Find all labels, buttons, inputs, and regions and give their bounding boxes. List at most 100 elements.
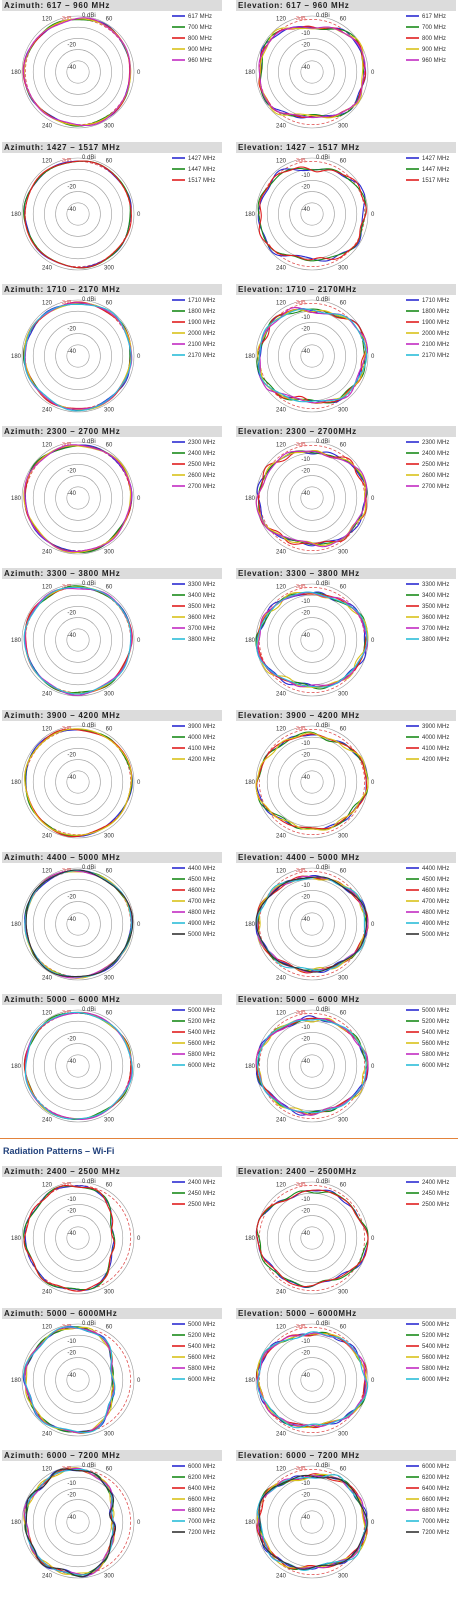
legend-label: 4900 MHz — [188, 921, 215, 927]
ring-label: -10 — [301, 173, 310, 179]
legend-label: 1800 MHz — [188, 309, 215, 315]
series-line — [25, 1468, 116, 1578]
legend-label: 6600 MHz — [188, 1497, 215, 1503]
angle-label: 0 — [137, 780, 141, 786]
ref-label: -3dB — [294, 584, 306, 590]
grid-ring — [66, 628, 90, 652]
angle-label: 300 — [338, 408, 349, 414]
polar-grid — [255, 1181, 369, 1295]
panel-header: Azimuth: 3300 – 3800 MHz — [2, 568, 222, 579]
angle-label: 300 — [104, 1574, 115, 1580]
legend-label: 4200 MHz — [188, 757, 215, 763]
grid-ring — [55, 1215, 101, 1261]
legend-label: 2600 MHz — [422, 473, 449, 479]
panel-header: Elevation: 3300 – 3800 MHz — [236, 568, 456, 579]
grid-ring — [21, 1009, 135, 1123]
zero-dbi-label: 0 dBi — [316, 581, 330, 587]
angle-label: 60 — [340, 726, 347, 732]
legend-label: 3700 MHz — [188, 626, 215, 632]
angle-label: 300 — [104, 408, 115, 414]
angle-label: 300 — [338, 692, 349, 698]
ref-label: -3dB — [294, 726, 306, 732]
grid-ring — [32, 1020, 124, 1112]
polar-chart: -10 -20 -40 0 dBi -3dB 0 60 120 180 240 300 5000 MH… — [245, 1321, 449, 1438]
angle-label: 240 — [276, 976, 287, 982]
legend-label: 3900 MHz — [188, 724, 215, 730]
grid-ring — [55, 759, 101, 805]
series-line — [22, 18, 131, 126]
angle-label: 240 — [42, 266, 53, 272]
grid-ring — [278, 322, 346, 390]
zero-dbi-label: 0 dBi — [82, 1007, 96, 1013]
polar-chart: -10 -20 -40 0 dBi -3dB 0 60 120 180 240 300 617 MHz… — [245, 13, 446, 130]
series-line — [23, 1326, 116, 1434]
angle-label: 300 — [338, 976, 349, 982]
polar-chart: -10 -20 -40 0 dBi -3dB 0 60 120 180 240 300 2400 MH… — [11, 1179, 215, 1296]
grid-ring — [289, 901, 335, 947]
legend-label: 617 MHz — [422, 14, 446, 20]
ring-label: -10 — [301, 315, 310, 321]
ring-label: -40 — [301, 349, 310, 355]
pattern-panel: Azimuth: 6000 – 7200 MHz -10 -20 -40 0 dBi -3… — [2, 1450, 222, 1590]
series-line — [24, 1185, 115, 1291]
legend: 5000 MHz 5200 MHz 5400 MHz 5600 MHz 5800 MHz… — [172, 1008, 215, 1069]
ring-label: -10 — [301, 1197, 310, 1203]
grid-ring — [289, 475, 335, 521]
angle-label: 0 — [371, 354, 375, 360]
pattern-panel: Elevation: 3900 – 4200 MHz -10 -20 -40 0 dBi… — [236, 710, 456, 850]
legend-label: 5400 MHz — [188, 1030, 215, 1036]
legend: 5000 MHz 5200 MHz 5400 MHz 5600 MHz 5800 MHz… — [406, 1322, 449, 1383]
legend-label: 2400 MHz — [422, 451, 449, 457]
panel-title: Azimuth: 6000 – 7200 MHz — [4, 1451, 121, 1460]
legend-label: 1427 MHz — [188, 156, 215, 162]
polar-grid — [255, 1465, 369, 1579]
grid-ring — [55, 617, 101, 663]
legend-label: 2500 MHz — [188, 1202, 215, 1208]
angle-label: 0 — [137, 1236, 141, 1242]
angle-label: 300 — [104, 976, 115, 982]
pattern-panel: Azimuth: 2300 – 2700 MHz -20 -40 0 dBi -3dB 0… — [2, 426, 222, 566]
polar-chart: -20 -40 0 dBi -3dB 0 60 120 180 240 300 1710 MHz 18… — [11, 297, 215, 414]
grid-ring — [266, 168, 358, 260]
legend-label: 1710 MHz — [188, 298, 215, 304]
grid-ring — [266, 310, 358, 402]
polar-grid — [255, 299, 369, 413]
legend-label: 5400 MHz — [188, 1344, 215, 1350]
grid-ring — [300, 486, 324, 510]
angle-label: 120 — [42, 16, 53, 22]
series-line — [258, 308, 368, 403]
angle-label: 240 — [276, 408, 287, 414]
ring-label: -20 — [67, 894, 76, 900]
angle-label: 0 — [137, 496, 141, 502]
panel-header: Elevation: 617 – 960 MHz — [236, 0, 456, 11]
legend-label: 5000 MHz — [422, 932, 449, 938]
angle-label: 120 — [42, 1466, 53, 1472]
grid-ring — [44, 1346, 112, 1414]
angle-label: 0 — [371, 212, 375, 218]
ring-label: -10 — [301, 457, 310, 463]
ring-label: -20 — [301, 1492, 310, 1498]
pattern-panel: Elevation: 4400 – 5000 MHz -10 -20 -40 0 dBi… — [236, 852, 456, 992]
legend-label: 2500 MHz — [422, 462, 449, 468]
angle-label: 60 — [340, 1010, 347, 1016]
grid-ring — [66, 770, 90, 794]
angle-label: 180 — [11, 1378, 22, 1384]
angle-label: 120 — [276, 868, 287, 874]
angle-label: 120 — [276, 1466, 287, 1472]
legend-label: 4900 MHz — [422, 921, 449, 927]
panel-header: Azimuth: 2400 – 2500 MHz — [2, 1166, 222, 1177]
panel-header: Elevation: 5000 – 6000 MHz — [236, 994, 456, 1005]
ring-label: -40 — [67, 1373, 76, 1379]
panel-title: Elevation: 3300 – 3800 MHz — [238, 569, 360, 578]
angle-label: 120 — [42, 868, 53, 874]
legend-label: 800 MHz — [188, 36, 212, 42]
grid-ring — [278, 1488, 346, 1556]
legend: 2400 MHz 2450 MHz 2500 MHz — [406, 1180, 449, 1208]
grid-ring — [278, 748, 346, 816]
reference-ring — [258, 1012, 366, 1120]
angle-label: 0 — [137, 1378, 141, 1384]
polar-chart: -20 -40 0 dBi -3dB 0 60 120 180 240 300 2300 MHz 24… — [11, 439, 215, 556]
ref-label: -3dB — [294, 16, 306, 22]
series-line — [22, 1325, 115, 1433]
polar-grid — [21, 1009, 135, 1123]
